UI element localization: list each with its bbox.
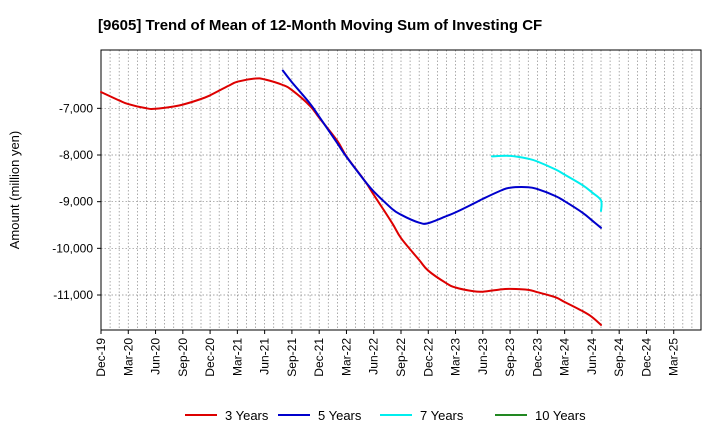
x-axis: Dec-19 Mar-20 Jun-20 Sep-20 Dec-20 Mar-21 Jun-…	[94, 330, 681, 377]
x-tick-label: Sep-21	[285, 338, 299, 377]
x-tick-label: Mar-25	[667, 338, 681, 376]
series-line-7-years	[490, 154, 603, 212]
legend-label-10-years: 10 Years	[535, 408, 586, 423]
y-tick-label: -10,000	[52, 241, 93, 255]
x-tick-label: Mar-20	[121, 338, 135, 376]
x-tick-label: Mar-21	[230, 338, 244, 376]
x-tick-label: Jun-24	[585, 338, 599, 375]
x-tick-label: Dec-22	[421, 338, 435, 377]
x-tick-label: Jun-20	[149, 338, 163, 375]
y-tick-label: -9,000	[59, 195, 93, 209]
x-tick-label: Mar-22	[339, 338, 353, 376]
x-tick-label: Sep-22	[394, 338, 408, 377]
x-tick-label: Dec-23	[530, 338, 544, 377]
y-tick-label: -7,000	[59, 101, 93, 115]
x-tick-label: Jun-23	[476, 338, 490, 375]
x-tick-label: Sep-24	[612, 338, 626, 377]
x-tick-label: Mar-24	[558, 338, 572, 376]
x-tick-label: Sep-23	[503, 338, 517, 377]
chart-title: [9605] Trend of Mean of 12-Month Moving …	[98, 17, 542, 34]
legend-label-5-years: 5 Years	[318, 408, 362, 423]
x-tick-label: Dec-19	[94, 338, 108, 377]
x-tick-label: Dec-24	[639, 338, 653, 377]
grid	[101, 50, 701, 330]
legend: 3 Years 5 Years 7 Years 10 Years	[185, 408, 586, 423]
x-tick-label: Dec-20	[203, 338, 217, 377]
series-layer	[100, 69, 603, 326]
y-tick-label: -8,000	[59, 148, 93, 162]
x-tick-label: Mar-23	[449, 338, 463, 376]
x-tick-label: Jun-21	[258, 338, 272, 375]
legend-label-3-years: 3 Years	[225, 408, 269, 423]
legend-label-7-years: 7 Years	[420, 408, 464, 423]
x-tick-label: Jun-22	[367, 338, 381, 375]
series-line-5-years	[281, 69, 602, 229]
y-axis: -7,000 -8,000 -9,000 -10,000 -11,000	[52, 101, 101, 302]
x-tick-label: Dec-21	[312, 338, 326, 377]
y-tick-label: -11,000	[53, 288, 93, 302]
y-axis-label: Amount (million yen)	[7, 131, 22, 250]
x-tick-label: Sep-20	[176, 338, 190, 377]
